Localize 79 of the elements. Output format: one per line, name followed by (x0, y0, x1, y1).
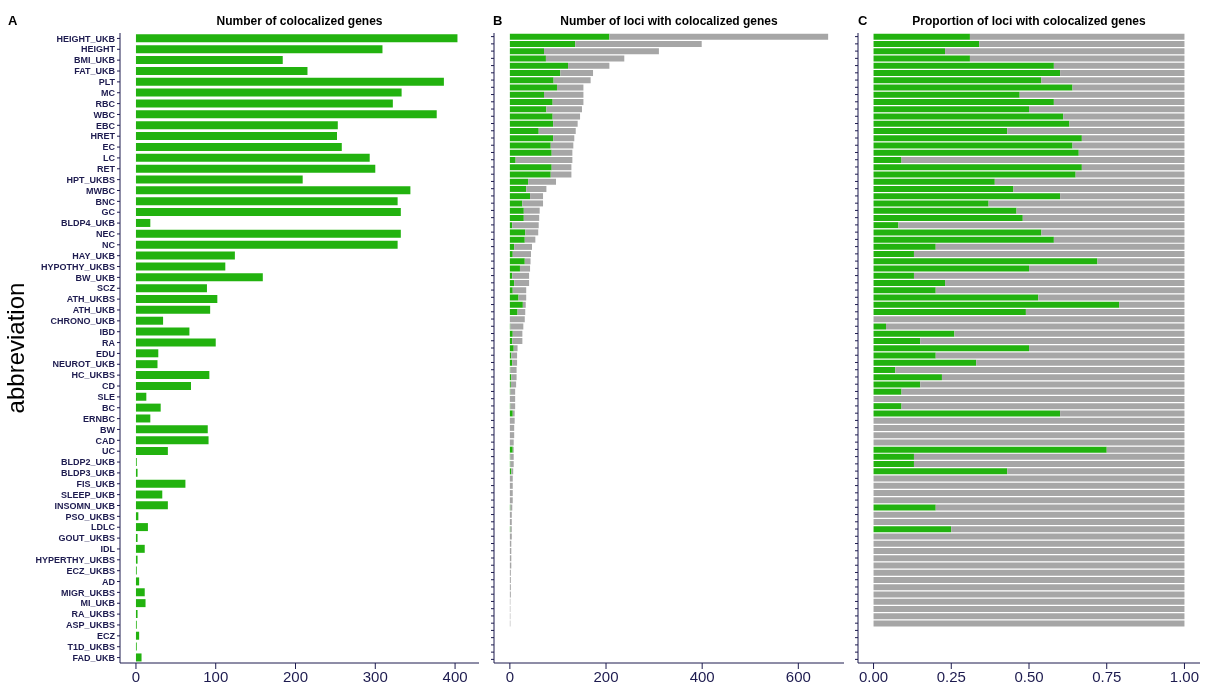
chart-title: Number of loci with colocalized genes (560, 14, 778, 28)
y-tick-label: SCZ (97, 283, 116, 294)
x-tick-label: 100 (203, 667, 229, 685)
x-tick-label: 600 (785, 667, 811, 685)
y-tick-label: MWBC (86, 185, 116, 196)
y-tick-label: ATH_UKB (72, 305, 116, 316)
y-tick-label: RET (97, 163, 116, 174)
text: A (8, 13, 18, 28)
y-tick-label: CD (102, 381, 116, 392)
chart-title: Number of colocalized genes (215, 14, 384, 28)
x-tick-label: 0.00 (858, 667, 889, 685)
y-tick-label: HAY_UKB (72, 250, 116, 261)
y-tick-label: BMI_UKB (73, 55, 116, 66)
y-tick-label: ECZ_UKBS (66, 565, 115, 576)
x-tick-label: 400 (442, 667, 468, 685)
y-tick-label: BLDP3_UKB (60, 468, 116, 479)
y-tick-label: ATH_UKBS (66, 294, 115, 305)
x-tick-label: 0.25 (936, 667, 966, 685)
y-tick-label: FIS_UKB (76, 478, 116, 489)
y-tick-label: EBC (95, 120, 116, 131)
y-tick-label: BW (100, 424, 116, 435)
y-tick-label: RA (102, 337, 116, 348)
y-tick-label: INSOMN_UKB (54, 500, 116, 511)
y-tick-label: FAD_UKB (72, 652, 116, 663)
x-tick-label: 0 (505, 667, 515, 685)
y-tick-label: RA_UKBS (71, 609, 115, 620)
y-tick-label: EDU (95, 348, 115, 359)
y-tick-label: SLE (97, 392, 115, 403)
y-tick-label: PSO_UKBS (65, 511, 115, 522)
y-tick-label: IDL (100, 544, 116, 555)
y-tick-label: LDLC (91, 522, 116, 533)
y-tick-label: IBD (99, 326, 116, 337)
x-tick-label: 1.00 (1169, 667, 1200, 685)
y-tick-label: NC (102, 240, 116, 251)
y-tick-label: EC (102, 142, 116, 153)
text: B (493, 13, 503, 28)
x-tick-label: 0.75 (1092, 667, 1122, 685)
y-tick-label: BW_UKB (75, 272, 116, 283)
x-tick-label: 200 (283, 667, 309, 685)
y-tick-label: CHRONO_UKB (50, 316, 116, 327)
y-tick-label: BC (102, 402, 116, 413)
y-tick-label: HYPERTHY_UKBS (35, 555, 115, 566)
y-tick-label: BLDP2_UKB (60, 457, 116, 468)
y-tick-label: MC (101, 87, 116, 98)
y-tick-label: UC (102, 446, 116, 457)
text: C (858, 13, 868, 28)
y-tick-label: HEIGHT (80, 44, 116, 55)
y-tick-label: SLEEP_UKB (60, 489, 116, 500)
y-tick-label: NEUROT_UKB (52, 359, 116, 370)
y-tick-label: HYPOTHY_UKBS (40, 261, 115, 272)
x-tick-label: 0 (131, 667, 141, 685)
y-tick-label: FAT_UKB (74, 66, 116, 77)
y-tick-label: HC_UKBS (71, 370, 115, 381)
y-tick-label: BNC (95, 196, 116, 207)
y-tick-label: GOUT_UKBS (58, 533, 115, 544)
y-tick-label: GC (101, 207, 116, 218)
x-tick-label: 400 (689, 667, 715, 685)
y-tick-label: T1D_UKBS (67, 641, 115, 652)
x-tick-label: 200 (593, 667, 619, 685)
y-tick-label: MI_UKB (80, 598, 116, 609)
y-tick-label: ERNBC (82, 413, 116, 424)
y-tick-label: LC (103, 153, 116, 164)
y-tick-label: CAD (95, 435, 116, 446)
y-tick-label: HEIGHT_UKB (56, 33, 116, 44)
y-tick-label: BLDP4_UKB (60, 218, 116, 229)
x-tick-label: 300 (362, 667, 388, 685)
y-tick-label: WBC (93, 109, 116, 120)
y-axis-title: abbreviation (2, 282, 30, 414)
y-tick-label: ASP_UKBS (65, 620, 115, 631)
y-tick-label: RBC (95, 98, 116, 109)
x-tick-label: 0.50 (1014, 667, 1044, 685)
y-tick-label: MIGR_UKBS (60, 587, 115, 598)
y-tick-label: PLT (98, 77, 116, 88)
y-tick-label: HRET (90, 131, 116, 142)
chart-title: Proportion of loci with colocalized genes (912, 14, 1146, 28)
y-tick-label: HPT_UKBS (66, 174, 115, 185)
y-tick-label: AD (102, 576, 116, 587)
y-tick-label: ECZ (97, 631, 116, 642)
y-tick-label: NEC (95, 229, 116, 240)
